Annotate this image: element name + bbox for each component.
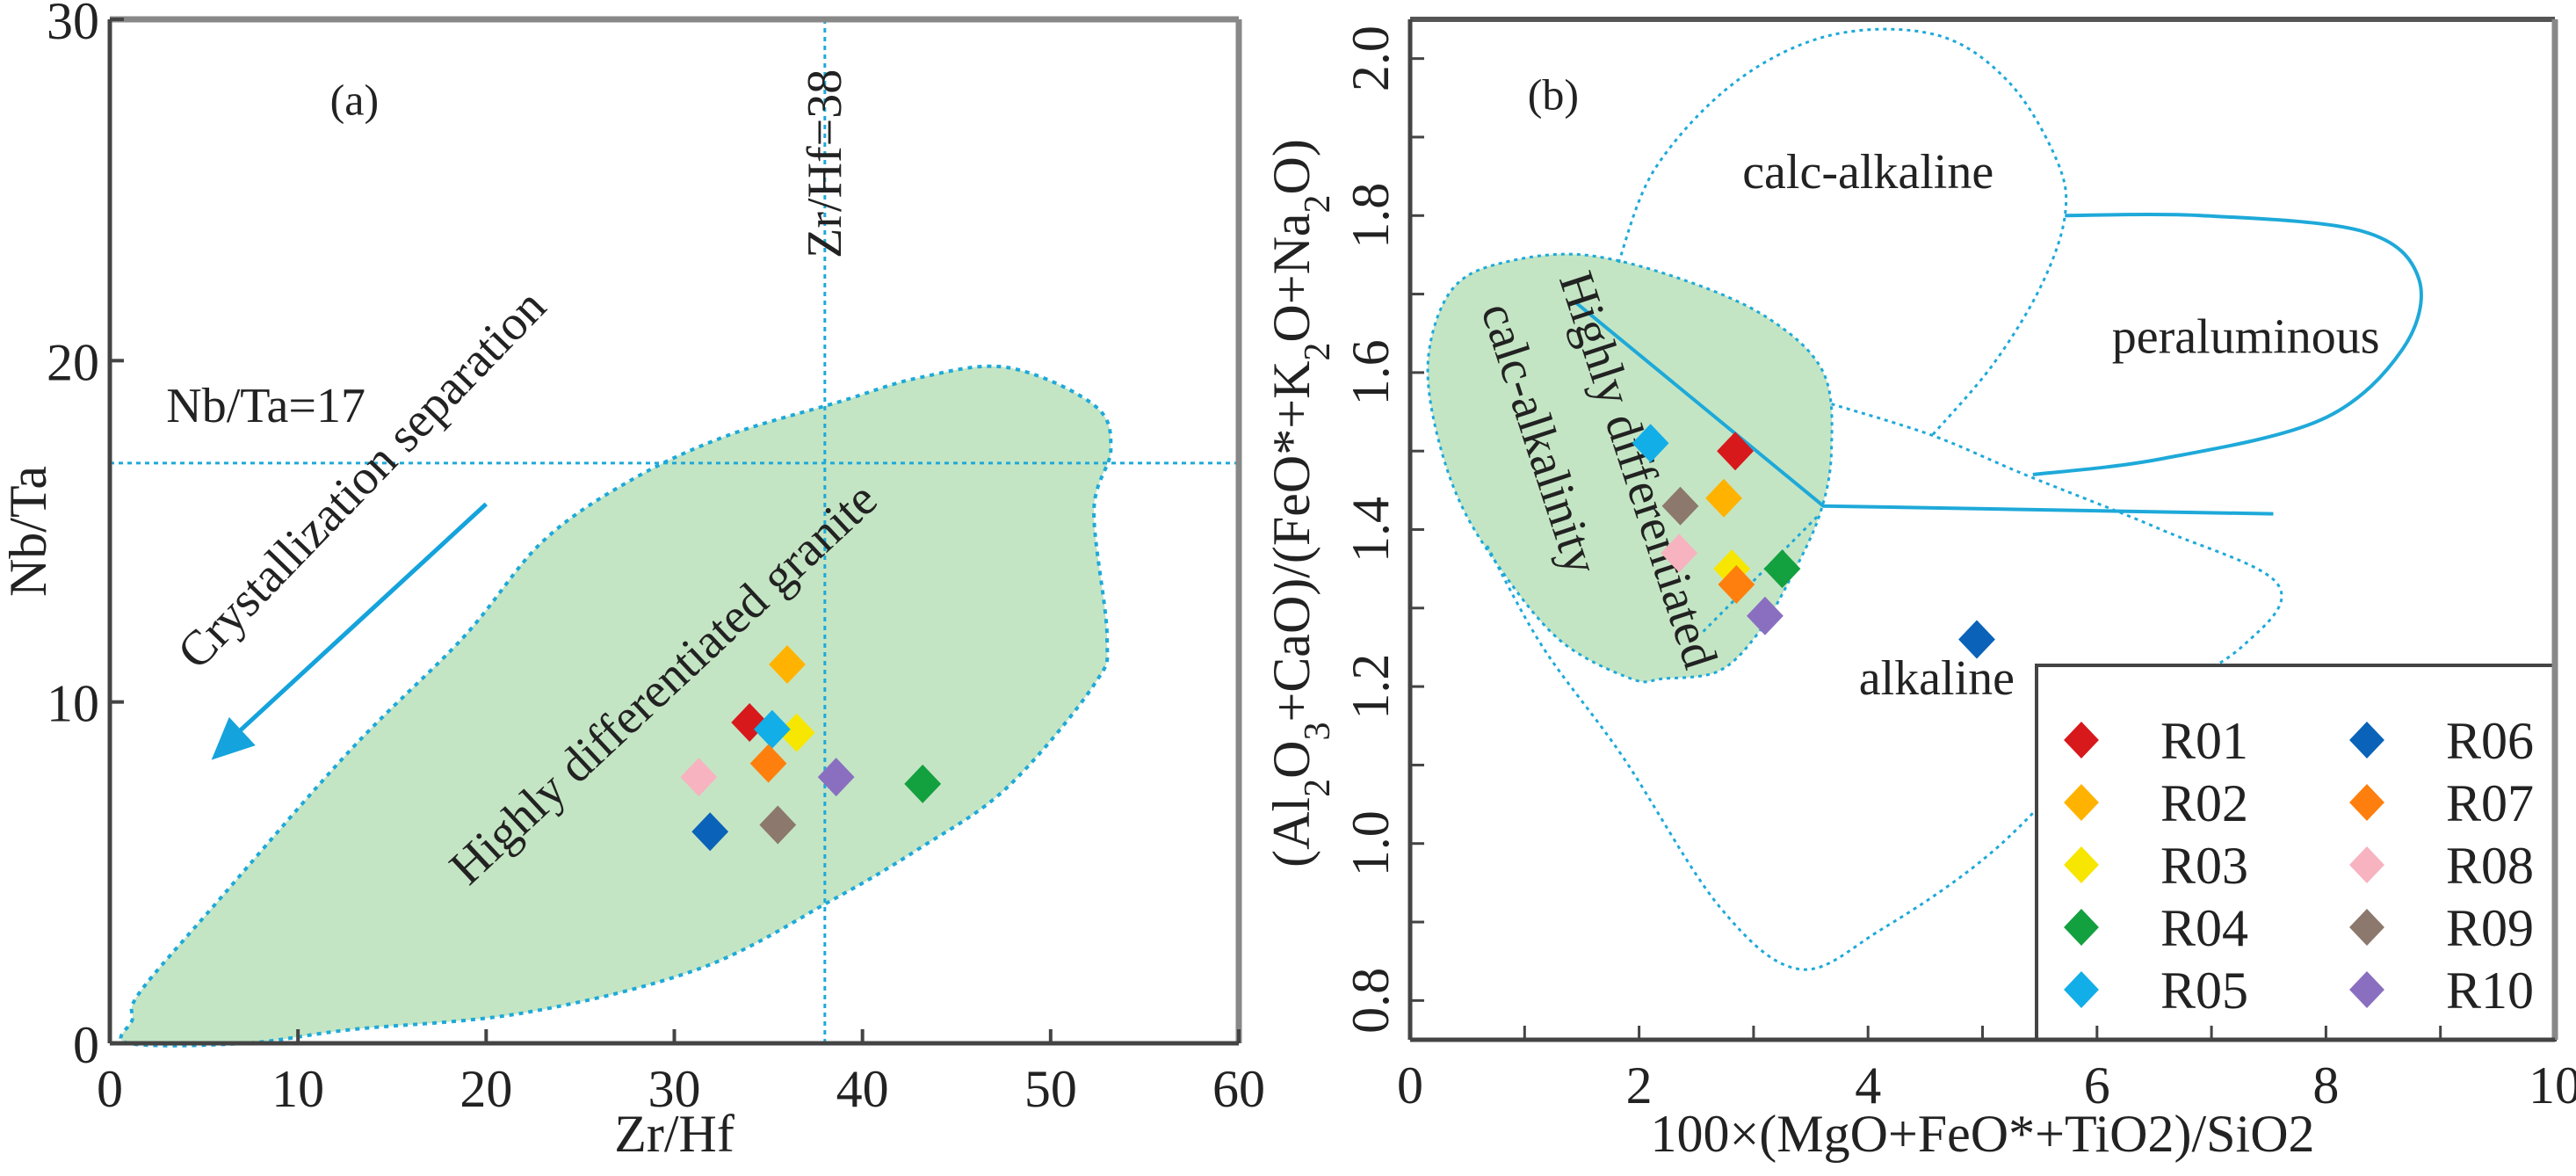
legend-label: R07 [2446, 774, 2534, 832]
x-tick-label: 50 [1024, 1060, 1077, 1118]
x-tick-label: 10 [2529, 1056, 2576, 1114]
legend-marker-icon [2349, 784, 2384, 821]
y-axis-title: Nb/Ta [0, 466, 57, 597]
legend-label: R10 [2446, 962, 2534, 1020]
data-point-r09 [759, 805, 797, 845]
data-point-r04 [904, 764, 942, 803]
data-point-r02 [1705, 478, 1742, 518]
alkaline-label: alkaline [1859, 651, 2015, 706]
legend-item-r03: R03 [2064, 837, 2248, 895]
panel-b-discrimination-diagram: calc-alkalineperaluminousalkalineHighly … [1263, 17, 2576, 1163]
nb-ta-17-label: Nb/Ta=17 [166, 379, 365, 433]
data-point-r10 [817, 758, 855, 797]
x-tick-label: 10 [271, 1060, 324, 1118]
x-tick-label: 20 [459, 1060, 512, 1118]
legend-label: R02 [2160, 774, 2248, 832]
legend-item-r07: R07 [2349, 774, 2534, 832]
data-point-r08 [1661, 534, 1698, 573]
crystallization-arrow [225, 502, 488, 744]
arrow-head-icon [211, 716, 256, 760]
data-point-r01 [1717, 432, 1754, 471]
legend-item-r01: R01 [2064, 712, 2248, 770]
data-point-r08 [680, 758, 718, 797]
legend-item-r09: R09 [2349, 899, 2534, 957]
data-point-r03 [778, 713, 815, 752]
calc-alkaline-label: calc-alkaline [1742, 145, 1994, 200]
data-point-r03 [1713, 549, 1751, 589]
y-tick-label: 1.6 [1342, 339, 1400, 405]
legend-box [2035, 664, 2557, 1042]
x-tick-label: 0 [97, 1060, 123, 1118]
data-point-r06 [691, 812, 729, 852]
y-tick-label: 0.8 [1342, 968, 1400, 1034]
zr-hf-38-label: Zr/Hf=38 [798, 69, 852, 258]
legend-label: R04 [2160, 899, 2248, 957]
legend-marker-icon [2064, 846, 2099, 883]
legend-marker-icon [2064, 909, 2099, 946]
legend-item-r08: R08 [2349, 837, 2534, 895]
legend-item-r04: R04 [2064, 899, 2248, 957]
x-axis-title: Zr/Hf [614, 1105, 734, 1163]
legend-label: R03 [2160, 837, 2248, 895]
panel-label-b: (b) [1528, 70, 1579, 120]
alkaline-boundary [1485, 403, 2283, 971]
y-tick-label: 2.0 [1342, 25, 1400, 91]
data-point-r04 [1763, 549, 1801, 589]
y-tick-label: 1.2 [1342, 654, 1400, 720]
y-tick-label: 1.4 [1342, 497, 1400, 563]
y-axis-title: (Al2O3+CaO)/(FeO*+K2O+Na2O) [1263, 139, 1338, 867]
x-tick-label: 4 [1855, 1056, 1881, 1114]
y-tick-label: 20 [47, 333, 99, 391]
legend-item-r05: R05 [2064, 962, 2248, 1020]
legend-item-r02: R02 [2064, 774, 2248, 832]
data-point-r05 [1632, 424, 1669, 463]
y-tick-label: 30 [47, 0, 99, 50]
legend-marker-icon [2064, 784, 2099, 821]
y-tick-label: 0 [73, 1016, 99, 1074]
y-tick-label: 1.8 [1342, 183, 1400, 249]
x-tick-label: 6 [2084, 1056, 2110, 1114]
solid-divider-line [1574, 300, 2274, 516]
legend-label: R06 [2446, 712, 2534, 770]
data-point-r02 [769, 644, 806, 684]
legend-item-r10: R10 [2349, 962, 2534, 1020]
x-tick-label: 60 [1212, 1060, 1265, 1118]
data-point-r10 [1747, 596, 1784, 635]
x-tick-label: 2 [1626, 1056, 1653, 1114]
legend-marker-icon [2349, 846, 2384, 883]
x-axis-title: 100×(MgO+FeO*+TiO2)/SiO2 [1650, 1105, 2314, 1163]
legend-item-r06: R06 [2349, 712, 2534, 770]
panel-label-a: (a) [330, 76, 380, 125]
x-tick-label: 8 [2312, 1056, 2339, 1114]
y-tick-label: 10 [47, 675, 99, 733]
data-point-r05 [753, 709, 791, 749]
x-tick-label: 30 [648, 1060, 701, 1118]
legend-marker-icon [2349, 909, 2384, 946]
legend-label: R01 [2160, 712, 2248, 770]
x-tick-label: 40 [836, 1060, 889, 1118]
y-tick-label: 1.0 [1342, 810, 1400, 876]
calc-alkaline-boundary [1617, 27, 2068, 437]
legend-label: R08 [2446, 837, 2534, 895]
data-point-r09 [1661, 486, 1699, 526]
peraluminous-boundary [2032, 212, 2423, 476]
data-point-r06 [1958, 620, 1995, 659]
legend-marker-icon [2349, 722, 2384, 759]
data-point-r07 [749, 744, 787, 783]
legend-marker-icon [2349, 971, 2384, 1008]
legend-label: R09 [2446, 899, 2534, 957]
highly-differentiated-granite-region [119, 364, 1113, 1048]
data-point-r07 [1718, 565, 1755, 605]
peraluminous-label: peraluminous [2112, 310, 2380, 365]
legend-label: R05 [2160, 962, 2248, 1020]
legend-marker-icon [2064, 722, 2099, 759]
x-tick-label: 0 [1397, 1056, 1423, 1114]
legend-marker-icon [2064, 971, 2099, 1008]
